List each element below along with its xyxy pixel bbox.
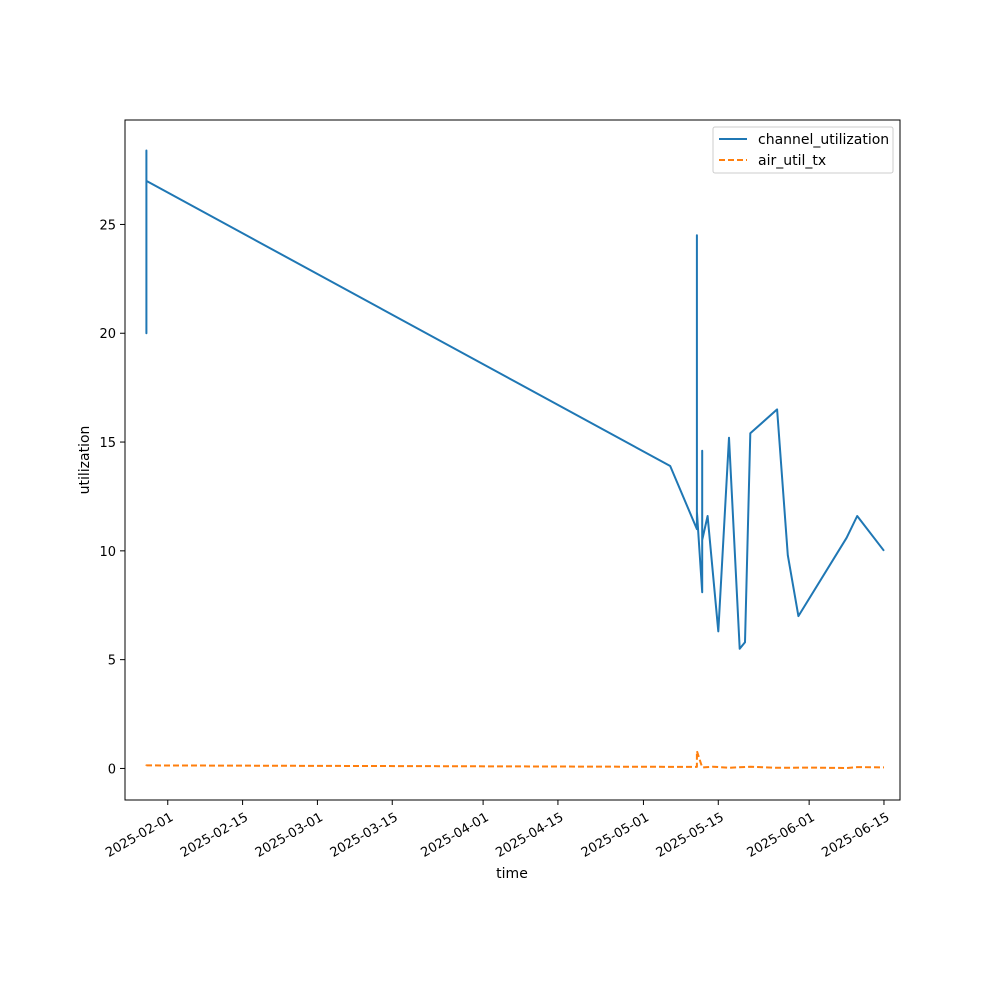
y-axis-label: utilization xyxy=(77,426,93,495)
y-axis: 0 5 10 15 20 25 xyxy=(99,218,125,777)
y-tick-label: 10 xyxy=(99,545,116,560)
y-tick-label: 20 xyxy=(99,327,116,342)
y-tick-label: 25 xyxy=(99,218,116,233)
legend-label-channel-utilization: channel_utilization xyxy=(758,132,889,148)
plot-frame xyxy=(124,119,901,801)
legend-label-air-util-tx: air_util_tx xyxy=(758,153,826,169)
series-layer xyxy=(145,149,885,769)
series-line-air-util-tx xyxy=(145,750,885,769)
y-tick-label: 0 xyxy=(108,762,116,777)
series-line-channel-utilization xyxy=(145,149,885,650)
legend-box xyxy=(712,126,894,174)
x-axis-label: time xyxy=(496,866,528,882)
y-tick-label: 5 xyxy=(108,654,116,669)
y-tick-label: 15 xyxy=(99,436,116,451)
legend: channel_utilization air_util_tx xyxy=(712,126,894,174)
